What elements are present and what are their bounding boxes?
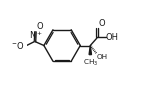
Polygon shape [89, 46, 92, 55]
Text: $^{-}$O: $^{-}$O [11, 40, 25, 51]
Text: O: O [36, 22, 43, 31]
Text: OH: OH [97, 54, 108, 60]
Text: N$^+$: N$^+$ [29, 30, 43, 41]
Text: O: O [98, 19, 105, 28]
Text: OH: OH [106, 33, 119, 42]
Text: CH$_3$: CH$_3$ [83, 57, 98, 68]
